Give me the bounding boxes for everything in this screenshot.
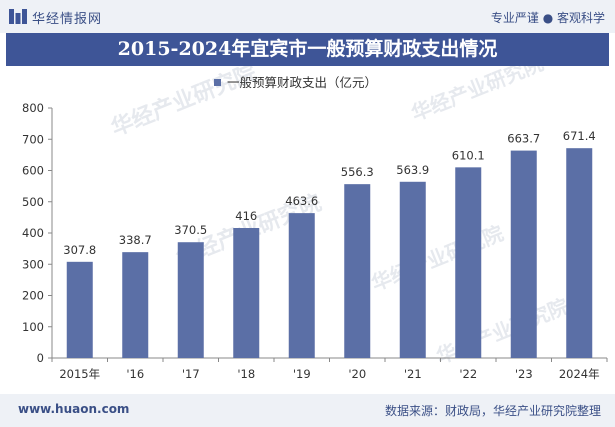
x-tick-label: '22 (459, 367, 477, 381)
brand-name: 华经情报网 (32, 12, 103, 27)
watermark-text: 华经产业研究院 (433, 294, 572, 369)
y-tick-label: 200 (22, 289, 44, 303)
x-tick-label: '17 (182, 367, 200, 381)
bar (566, 148, 593, 358)
chart-title: 2015-2024年宜宾市一般预算财政支出情况 (6, 33, 609, 66)
data-label: 370.5 (174, 223, 207, 237)
watermark-layer: 华经产业研究院华经产业研究院华经产业研究院华经产业研究院华经产业研究院 (108, 66, 572, 369)
data-label: 610.1 (452, 148, 485, 162)
data-label: 338.7 (119, 233, 152, 247)
bar (399, 181, 426, 358)
watermark-text: 华经产业研究院 (368, 221, 507, 296)
slogan: 专业严谨 ● 客观科学 (490, 11, 605, 25)
x-tick-label: '23 (515, 367, 533, 381)
x-axis: 2015年 '16 '17 '18 '19 '20 '21 '22 '23 2024年 (51, 357, 608, 381)
y-tick-label: 100 (22, 320, 44, 334)
x-tick-label: '16 (126, 367, 144, 381)
bar (233, 228, 260, 358)
x-tick-label: '18 (237, 367, 255, 381)
bar (288, 213, 315, 358)
y-tick-label: 500 (22, 195, 44, 209)
footer-bar: www.huaon.com 数据来源：财政局，华经产业研究院整理 (0, 394, 615, 427)
data-label: 671.4 (563, 129, 596, 143)
legend-label: 一般预算财政支出（亿元） (227, 75, 377, 90)
x-tick-label: 2015年 (59, 367, 100, 381)
data-label: 556.3 (341, 165, 374, 179)
bar (344, 184, 371, 358)
data-label: 463.6 (285, 194, 318, 208)
y-tick-label: 600 (22, 164, 44, 178)
data-label: 563.9 (396, 163, 429, 177)
y-tick-label: 300 (22, 257, 44, 271)
x-tick-label: '20 (348, 367, 366, 381)
y-tick-label: 400 (22, 226, 44, 240)
data-label: 416 (235, 209, 257, 223)
y-tick-label: 800 (22, 101, 44, 115)
bar (510, 150, 537, 358)
bar (177, 242, 204, 358)
watermark-text: 华经产业研究院 (408, 66, 547, 126)
y-tick-label: 0 (37, 351, 44, 365)
y-axis: 0 100 200 300 400 500 600 700 800 (22, 101, 53, 365)
legend-swatch (214, 79, 221, 86)
website-url: www.huaon.com (18, 402, 130, 416)
x-tick-label: '21 (404, 367, 422, 381)
data-label: 307.8 (63, 243, 96, 257)
bar-chart: 华经产业研究院华经产业研究院华经产业研究院华经产业研究院华经产业研究院 一般预算… (22, 66, 608, 381)
bar (455, 167, 482, 358)
y-tick-label: 700 (22, 132, 44, 146)
data-source: 数据来源：财政局，华经产业研究院整理 (384, 404, 601, 418)
bars (66, 148, 593, 358)
bar (122, 252, 149, 358)
data-label: 663.7 (507, 132, 540, 146)
value-labels: 307.8 338.7 370.5 416 463.6 556.3 563.9 610.1 66… (63, 129, 595, 257)
logo-icon (9, 9, 27, 24)
x-tick-label: '19 (293, 367, 311, 381)
bar (66, 261, 93, 358)
legend: 一般预算财政支出（亿元） (214, 75, 377, 90)
x-tick-label: 2024年 (559, 367, 600, 381)
header-bar: 华经情报网 专业严谨 ● 客观科学 (0, 0, 615, 33)
